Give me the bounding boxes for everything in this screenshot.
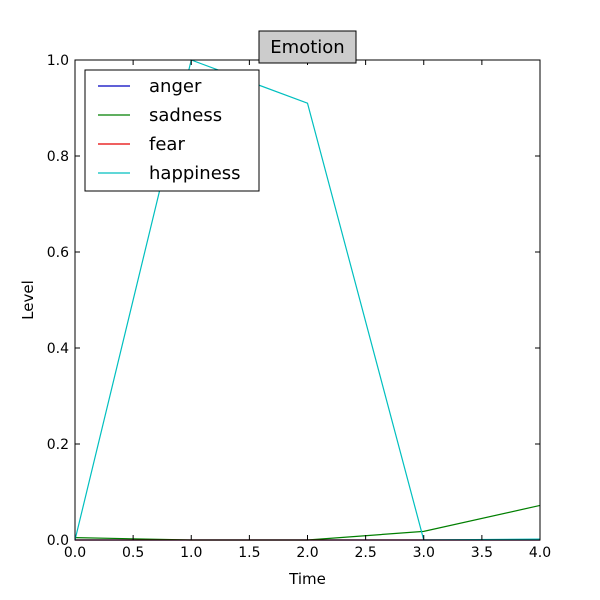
x-axis-label: Time bbox=[288, 570, 326, 588]
y-tick-label: 0.6 bbox=[47, 245, 69, 261]
series-line-sadness bbox=[74, 504, 541, 541]
y-tick-label: 1.0 bbox=[47, 53, 69, 69]
legend-label-fear: fear bbox=[149, 134, 185, 155]
y-tick-label: 0.0 bbox=[47, 533, 69, 549]
legend-label-sadness: sadness bbox=[149, 105, 222, 126]
x-tick-label: 1.0 bbox=[180, 545, 202, 561]
chart-title: Emotion bbox=[270, 37, 344, 58]
legend-box bbox=[84, 69, 260, 192]
legend-label-anger: anger bbox=[149, 76, 202, 97]
legend-label-happiness: happiness bbox=[149, 163, 241, 184]
x-tick-label: 3.5 bbox=[471, 545, 493, 561]
x-tick-label: 1.5 bbox=[238, 545, 260, 561]
x-tick-label: 2.5 bbox=[354, 545, 376, 561]
x-tick-label: 4.0 bbox=[529, 545, 551, 561]
x-tick-label: 2.0 bbox=[296, 545, 318, 561]
ticks-group: 0.0 0.5 1.0 1.5 2.0 2.5 3.0 3.5 4.0 0.0 0.2 0.4 0.6 0… bbox=[47, 53, 551, 561]
y-tick-label: 0.2 bbox=[47, 437, 69, 453]
chart-title-box: Emotion bbox=[258, 30, 357, 64]
y-tick-label: 0.4 bbox=[47, 341, 69, 357]
title-background bbox=[258, 30, 357, 64]
y-tick-label: 0.8 bbox=[47, 149, 69, 165]
legend: anger sadness fear happiness bbox=[84, 69, 260, 192]
x-tick-label: 0.0 bbox=[64, 545, 86, 561]
x-tick-label: 3.0 bbox=[413, 545, 435, 561]
x-tick-label: 0.5 bbox=[122, 545, 144, 561]
y-axis-label: Level bbox=[19, 280, 37, 320]
